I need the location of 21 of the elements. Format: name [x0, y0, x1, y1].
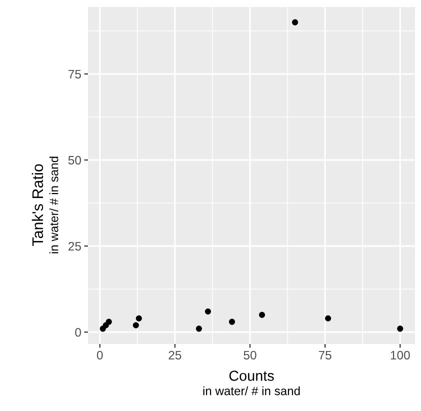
x-tick-label: 75: [318, 350, 332, 360]
point: [132, 322, 139, 328]
point: [204, 308, 211, 314]
x-tick-label: 100: [390, 350, 410, 360]
point: [196, 326, 202, 332]
point: [397, 326, 404, 332]
x-tick-label: 0: [96, 350, 103, 360]
point: [325, 315, 332, 322]
x-tick-label: 50: [244, 350, 256, 360]
y-tick-label: 0: [75, 328, 81, 337]
y-axis-title: Tank's Ratio in water/ # in sand: [32, 156, 58, 254]
point: [106, 318, 112, 325]
point: [228, 318, 236, 325]
point: [258, 312, 266, 318]
x-axis-title: Counts in water/ # in sand: [203, 370, 300, 396]
y-tick-label: 50: [68, 156, 81, 165]
y-tick-label: 25: [68, 242, 81, 251]
point: [292, 19, 298, 26]
y-tick-label: 75: [68, 70, 81, 78]
x-tick-label: 25: [168, 350, 182, 360]
point: [136, 315, 142, 322]
